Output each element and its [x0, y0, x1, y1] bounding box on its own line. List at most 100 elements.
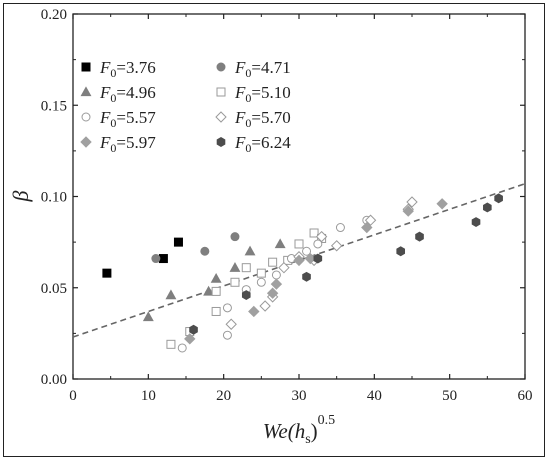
- y-axis-label: β: [8, 190, 33, 202]
- x-axis-label: We(hs)0.5: [263, 413, 335, 447]
- legend-label: F0=5.97: [99, 133, 156, 155]
- data-point: [471, 217, 481, 228]
- series-group: [151, 232, 240, 264]
- legend-marker: [216, 137, 226, 147]
- x-axis-label-sub: s: [305, 432, 310, 447]
- y-tick-label: 0.15: [41, 98, 67, 114]
- data-point: [256, 268, 266, 278]
- data-point: [102, 268, 112, 278]
- x-tick-label: 30: [292, 388, 307, 404]
- legend-label-value: =4.71: [251, 58, 290, 77]
- legend-label-value: =5.97: [116, 133, 156, 152]
- x-tick-label: 60: [518, 388, 533, 404]
- data-point: [151, 254, 161, 264]
- data-point: [309, 228, 319, 238]
- data-point: [241, 290, 251, 301]
- legend-label: F0=6.24: [234, 133, 291, 155]
- legend-label-f: F: [99, 58, 111, 77]
- data-point: [278, 261, 290, 274]
- legend-label: F0=3.76: [99, 58, 156, 80]
- legend-label-sub: 0: [245, 116, 251, 130]
- legend-label-f: F: [234, 108, 246, 127]
- data-point: [313, 239, 323, 249]
- legend-label-f: F: [234, 133, 246, 152]
- data-point: [293, 254, 305, 267]
- legend-label-f: F: [234, 83, 246, 102]
- legend-marker: [80, 136, 92, 148]
- series-group: [102, 237, 183, 278]
- legend-marker: [80, 86, 92, 97]
- data-point: [270, 278, 283, 290]
- legend-label-value: =3.76: [116, 58, 155, 77]
- data-point: [415, 231, 424, 242]
- data-point: [315, 230, 328, 243]
- x-tick-label: 40: [367, 388, 382, 404]
- legend-marker: [216, 87, 226, 97]
- data-point: [361, 221, 373, 234]
- x-axis-label-sup: 0.5: [318, 413, 336, 428]
- x-axis-label-part: ): [311, 419, 318, 443]
- data-point: [274, 238, 286, 249]
- legend-label: F0=5.10: [234, 83, 291, 105]
- legend-label-f: F: [99, 108, 111, 127]
- legend-marker: [216, 62, 226, 72]
- series-group: [189, 193, 503, 335]
- legend-label-sub: 0: [110, 116, 116, 130]
- legend-label-value: =5.70: [251, 108, 290, 127]
- legend-label-f: F: [234, 58, 246, 77]
- data-point: [189, 324, 198, 335]
- data-point: [211, 306, 221, 316]
- legend-label: F0=4.96: [99, 83, 156, 105]
- data-point: [335, 223, 345, 233]
- data-point: [222, 330, 232, 340]
- data-point: [268, 257, 278, 267]
- data-point: [158, 254, 168, 264]
- data-point: [402, 205, 414, 217]
- legend-label-sub: 0: [245, 141, 251, 155]
- data-point: [184, 333, 196, 345]
- x-tick-label: 0: [69, 388, 77, 404]
- data-point: [222, 303, 232, 313]
- legend-marker: [81, 62, 91, 72]
- legend-label-sub: 0: [245, 91, 251, 105]
- x-axis-label-part: We: [263, 419, 288, 443]
- data-point: [406, 196, 418, 208]
- series-group: [142, 238, 286, 322]
- data-point: [165, 289, 177, 300]
- legend-label-sub: 0: [110, 91, 116, 105]
- legend-label: F0=4.71: [234, 58, 291, 80]
- data-point: [229, 262, 241, 272]
- data-point: [330, 240, 343, 252]
- data-point: [259, 300, 271, 312]
- x-tick-label: 10: [141, 388, 156, 404]
- data-point: [142, 311, 154, 322]
- data-point: [266, 287, 279, 299]
- x-axis-label-part: (h: [288, 419, 306, 443]
- legend-label-f: F: [99, 133, 111, 152]
- data-point: [177, 343, 187, 353]
- data-point: [271, 270, 281, 280]
- data-point: [286, 254, 296, 264]
- legend-label: F0=5.70: [234, 108, 291, 130]
- legend-label-sub: 0: [245, 66, 251, 80]
- axes-group: 0 10 20 30 40 50 60 0.00 0.05 0.10 0.15 0.20: [41, 7, 533, 404]
- legend-label-value: =5.57: [116, 108, 156, 127]
- legend-label-f: F: [99, 83, 111, 102]
- data-point: [200, 246, 210, 256]
- legend-label-value: =5.10: [251, 83, 290, 102]
- data-point: [256, 277, 266, 287]
- series-group: [184, 198, 448, 345]
- data-point: [211, 286, 221, 296]
- data-point: [302, 271, 311, 282]
- data-points-group: [102, 193, 503, 353]
- data-point: [302, 246, 312, 256]
- data-point: [294, 239, 304, 249]
- y-tick-label: 0.05: [41, 281, 67, 297]
- data-point: [241, 263, 251, 273]
- data-point: [396, 246, 406, 257]
- data-point: [313, 253, 323, 264]
- data-point: [364, 214, 377, 226]
- data-point: [483, 202, 492, 213]
- data-point: [244, 245, 256, 256]
